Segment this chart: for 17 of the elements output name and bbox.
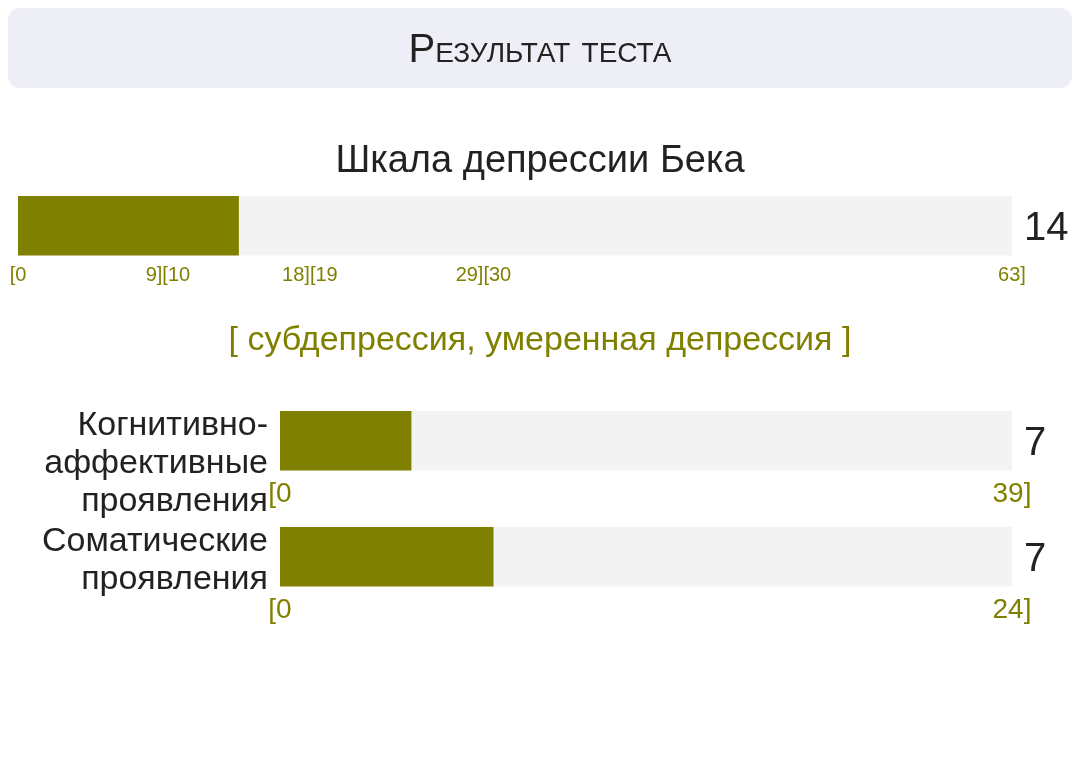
x-tick-label: 39] <box>992 476 1032 508</box>
chart-subtitle: Шкала депрессии Бека <box>334 138 746 181</box>
x-tick-label: [0 <box>268 476 292 508</box>
y-tick-label: Когнитивно-аффективные проявления <box>43 404 268 518</box>
x-tick-label: 18][19 <box>282 263 338 286</box>
x-tick-label: 9][10 <box>145 263 191 286</box>
text: 14 <box>1024 202 1069 250</box>
y-tick-label: Соматические проявления <box>41 520 268 596</box>
chart-title: Результат теста <box>408 25 672 71</box>
text: 7 <box>1024 533 1047 581</box>
x-tick-label: [0 <box>268 592 292 624</box>
text: [ субдепрессия, умеренная депрессия ] <box>227 319 853 358</box>
x-tick-label: 29][30 <box>455 263 512 286</box>
x-tick-label: [0 <box>9 263 27 286</box>
x-tick-label: 63] <box>998 263 1026 286</box>
x-tick-label: 24] <box>992 592 1032 624</box>
text: 7 <box>1024 417 1047 465</box>
